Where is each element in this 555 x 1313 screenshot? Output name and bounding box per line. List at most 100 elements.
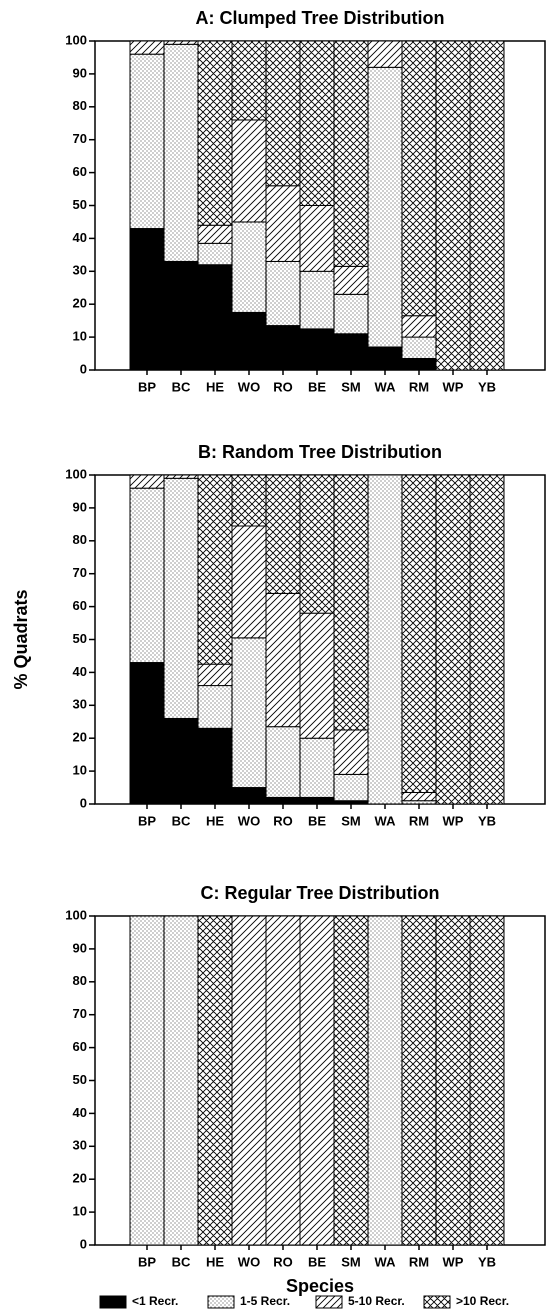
bar-segment [265, 796, 301, 805]
y-tick-label: 10 [73, 329, 87, 344]
bar-segment [163, 43, 199, 262]
y-tick-label: 60 [73, 164, 87, 179]
bar-segment [197, 224, 233, 244]
y-tick-label: 10 [73, 763, 87, 778]
y-tick-label: 40 [73, 1105, 87, 1120]
bar-segment [299, 270, 335, 330]
y-tick-label: 50 [73, 1072, 87, 1087]
bar-segment [299, 612, 335, 739]
bar-segment [163, 40, 199, 45]
bar-segment [333, 729, 369, 775]
y-tick-label: 60 [73, 598, 87, 613]
y-tick-label: 70 [73, 131, 87, 146]
legend-swatch [207, 1295, 235, 1309]
y-tick-label: 80 [73, 98, 87, 113]
bar-segment [197, 727, 233, 805]
bar-segment [469, 915, 505, 1246]
y-tick-label: 70 [73, 565, 87, 580]
bar-segment [129, 40, 165, 55]
bar-segment [129, 474, 165, 489]
bar-segment [197, 242, 233, 266]
bar-segment [265, 726, 301, 798]
bar-segment [401, 336, 437, 359]
x-tick-label: WP [443, 379, 464, 394]
bar-segment [163, 915, 199, 1246]
x-axis-label: Species [286, 1276, 354, 1296]
x-tick-label: YB [478, 813, 496, 828]
bar-segment [333, 474, 369, 731]
bar-segment [299, 796, 335, 805]
y-tick-label: 100 [65, 466, 87, 481]
y-tick-label: 50 [73, 197, 87, 212]
bar-segment [197, 40, 233, 226]
bar-segment [231, 474, 267, 527]
y-tick-label: 80 [73, 973, 87, 988]
x-tick-label: BP [138, 813, 156, 828]
x-tick-label: RO [273, 1254, 293, 1269]
bar-segment [231, 787, 267, 805]
y-tick-label: 0 [80, 361, 87, 376]
x-tick-label: BE [308, 813, 326, 828]
bar-segment [231, 221, 267, 313]
bar-segment [163, 477, 199, 719]
y-axis-label: % Quadrats [11, 589, 31, 689]
x-tick-label: WO [238, 379, 260, 394]
bar-segment [435, 474, 471, 805]
x-tick-label: BE [308, 379, 326, 394]
x-tick-label: BP [138, 379, 156, 394]
bar-segment [367, 66, 403, 348]
y-tick-label: 0 [80, 1236, 87, 1251]
bar-segment [469, 474, 505, 805]
x-tick-label: RM [409, 1254, 429, 1269]
bar-segment [367, 915, 403, 1246]
bar-segment [197, 915, 233, 1246]
bar-segment [367, 40, 403, 68]
x-tick-label: WO [238, 813, 260, 828]
legend-label: <1 Recr. [132, 1294, 178, 1308]
y-tick-label: 100 [65, 32, 87, 47]
chart-title: C: Regular Tree Distribution [200, 883, 439, 903]
x-tick-label: RM [409, 379, 429, 394]
bar-segment [299, 328, 335, 371]
bar-segment [265, 592, 301, 728]
x-tick-label: BP [138, 1254, 156, 1269]
y-tick-label: 0 [80, 795, 87, 810]
legend-swatch [423, 1295, 451, 1309]
bar-segment [401, 315, 437, 338]
x-tick-label: SM [341, 379, 361, 394]
bar-segment [367, 474, 403, 805]
bar-segment [469, 40, 505, 371]
bar-segment [333, 915, 369, 1246]
bar-segment [435, 40, 471, 371]
x-tick-label: SM [341, 1254, 361, 1269]
bar-segment [231, 40, 267, 121]
x-tick-label: BC [172, 1254, 191, 1269]
bar-segment [231, 637, 267, 789]
bar-segment [265, 40, 301, 187]
x-tick-label: WA [375, 1254, 397, 1269]
bar-segment [231, 915, 267, 1246]
bar-segment [129, 662, 165, 805]
x-tick-label: YB [478, 379, 496, 394]
y-tick-label: 20 [73, 1171, 87, 1186]
x-tick-label: WA [375, 813, 397, 828]
x-tick-label: WP [443, 813, 464, 828]
y-tick-label: 30 [73, 697, 87, 712]
bar-segment [231, 119, 267, 223]
bar-segment [129, 53, 165, 230]
legend-label: 1-5 Recr. [240, 1294, 290, 1308]
bar-segment [197, 474, 233, 665]
x-tick-label: WO [238, 1254, 260, 1269]
bar-segment [197, 264, 233, 371]
bar-segment [333, 40, 369, 267]
y-tick-label: 30 [73, 263, 87, 278]
bar-segment [367, 346, 403, 371]
bar-segment [265, 325, 301, 371]
x-tick-label: HE [206, 813, 224, 828]
legend-label: 5-10 Recr. [348, 1294, 405, 1308]
x-tick-label: RO [273, 813, 293, 828]
x-tick-label: HE [206, 1254, 224, 1269]
legend-swatch [99, 1295, 127, 1309]
y-tick-label: 40 [73, 664, 87, 679]
